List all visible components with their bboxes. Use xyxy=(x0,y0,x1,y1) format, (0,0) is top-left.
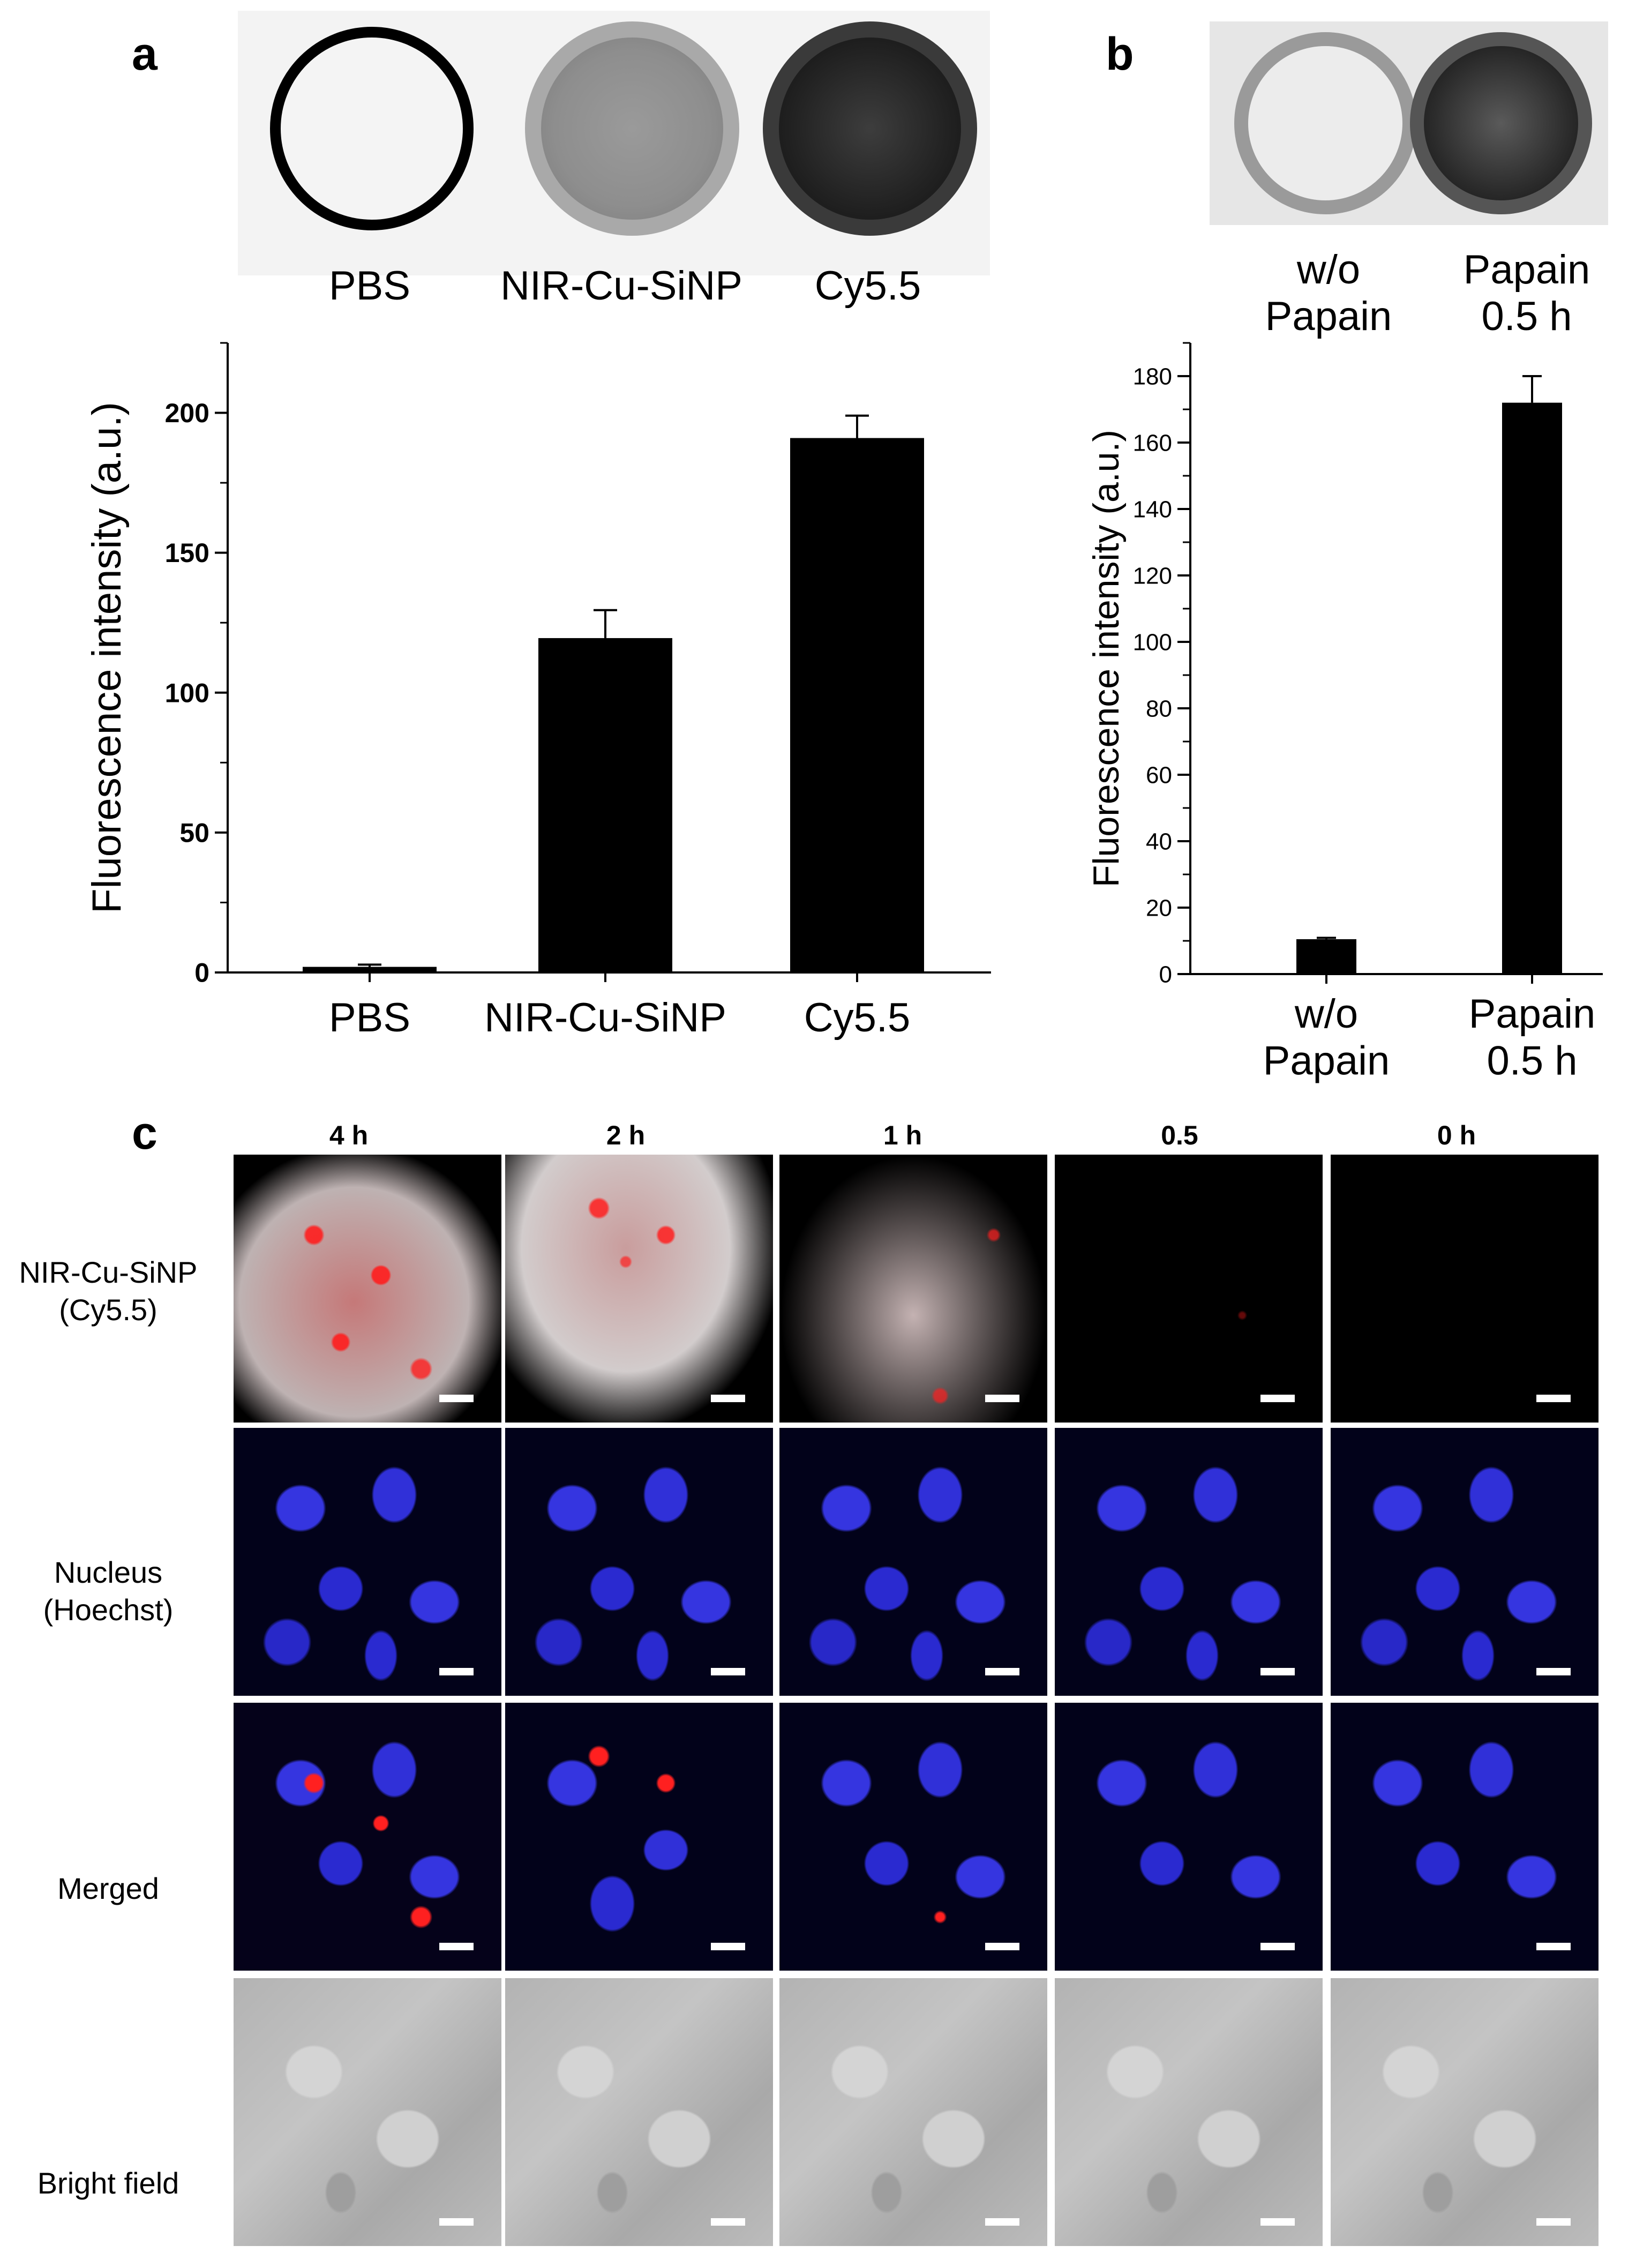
y-tick-label: 180 xyxy=(1133,363,1172,390)
y-tick-label: 160 xyxy=(1133,430,1172,456)
well-cy55 xyxy=(763,21,977,236)
y-tick-label: 100 xyxy=(1133,629,1172,655)
panel-a-photo-label-nir: NIR-Cu-SiNP xyxy=(500,263,742,309)
scale-bar xyxy=(439,1943,474,1950)
y-tick-label: 0 xyxy=(194,958,209,988)
micrograph-brightfield-col1 xyxy=(505,1978,773,2246)
column-header-2h: 2 h xyxy=(606,1120,646,1150)
row-label-hoechst: Nucleus (Hoechst) xyxy=(43,1555,174,1627)
scale-bar xyxy=(1260,1943,1295,1950)
micrograph-hoechst-col0 xyxy=(234,1428,501,1696)
micrograph-hoechst-col1 xyxy=(505,1428,773,1696)
bar-2 xyxy=(790,438,924,972)
scale-bar xyxy=(985,2218,1019,2226)
scale-bar xyxy=(1260,1668,1295,1675)
y-tick-label: 50 xyxy=(179,818,209,848)
y-tick-label: 0 xyxy=(1159,961,1172,987)
scale-bar xyxy=(1260,2218,1295,2226)
panel-a-bar-chart: 0 50 100 150 200 PBS NIR-Cu-SiNP Cy5.5 Fluoresce… xyxy=(84,342,991,1041)
x-tick-label-0: w/o Papain xyxy=(1263,991,1390,1083)
well-pbs xyxy=(270,27,474,230)
micrograph-hoechst-col3 xyxy=(1055,1428,1323,1696)
micrograph-brightfield-col4 xyxy=(1331,1978,1599,2246)
x-tick-label-1: NIR-Cu-SiNP xyxy=(484,995,726,1041)
micrograph-merged-col3 xyxy=(1055,1703,1323,1971)
panel-c-letter: c xyxy=(132,1107,157,1159)
micrograph-merged-col2 xyxy=(779,1703,1047,1971)
micrograph-brightfield-col2 xyxy=(779,1978,1047,2246)
row-label-cy55: NIR-Cu-SiNP (Cy5.5) xyxy=(19,1255,198,1327)
panel-a-well-photo xyxy=(238,11,990,275)
panel-b-photo-label-wo: w/o Papain xyxy=(1265,247,1392,340)
scale-bar xyxy=(1536,1395,1571,1402)
y-axis-label: Fluorescence intensity (a.u.) xyxy=(1086,430,1127,887)
micrograph-merged-col0 xyxy=(234,1703,501,1971)
well-papain xyxy=(1410,32,1592,214)
scale-bar xyxy=(439,2218,474,2226)
column-header-0-5h: 0.5 xyxy=(1161,1120,1198,1150)
micrograph-cy55-col2 xyxy=(779,1155,1047,1423)
bar-1 xyxy=(1502,402,1562,974)
well-nir-cu-sinp xyxy=(525,21,739,236)
bar-1 xyxy=(538,638,672,972)
y-tick-label: 20 xyxy=(1146,895,1172,921)
micrograph-merged-col4 xyxy=(1331,1703,1599,1971)
panel-a-photo-label-cy55: Cy5.5 xyxy=(814,263,921,309)
micrograph-cy55-col3 xyxy=(1055,1155,1323,1423)
y-tick-label: 40 xyxy=(1146,828,1172,855)
scale-bar xyxy=(985,1395,1019,1402)
x-tick-label-1: Papain 0.5 h xyxy=(1469,991,1596,1083)
micrograph-brightfield-col0 xyxy=(234,1978,501,2246)
scale-bar xyxy=(1536,1943,1571,1950)
panel-b-photo-label-papain: Papain 0.5 h xyxy=(1463,247,1590,340)
bar-0 xyxy=(1296,939,1356,974)
scale-bar xyxy=(1536,1668,1571,1675)
panel-b-well-photo xyxy=(1210,21,1608,225)
micrograph-cy55-col4 xyxy=(1331,1155,1599,1423)
micrograph-cy55-col1 xyxy=(505,1155,773,1423)
micrograph-cy55-col0 xyxy=(234,1155,501,1423)
scale-bar xyxy=(439,1395,474,1402)
y-tick-label: 100 xyxy=(165,678,209,708)
y-tick-label: 150 xyxy=(165,538,209,568)
y-tick-label: 120 xyxy=(1133,563,1172,589)
column-header-1h: 1 h xyxy=(883,1120,922,1150)
scale-bar xyxy=(711,2218,745,2226)
y-tick-label: 60 xyxy=(1146,762,1172,788)
scale-bar xyxy=(711,1668,745,1675)
panel-b-bar-chart: 0 20 40 60 80 100 120 140 160 180 w/o Papain Papain 0… xyxy=(1086,342,1603,1083)
x-tick-label-2: Cy5.5 xyxy=(804,995,911,1041)
y-tick-label: 140 xyxy=(1133,496,1172,522)
well-without-papain xyxy=(1234,32,1416,214)
scale-bar xyxy=(1536,2218,1571,2226)
x-tick-label-0: PBS xyxy=(329,995,410,1041)
row-label-bright-field: Bright field xyxy=(37,2166,179,2200)
y-tick-label: 200 xyxy=(165,398,209,428)
micrograph-hoechst-col4 xyxy=(1331,1428,1599,1696)
row-label-merged: Merged xyxy=(57,1872,159,1905)
micrograph-brightfield-col3 xyxy=(1055,1978,1323,2246)
panel-a-letter: a xyxy=(132,28,157,80)
scale-bar xyxy=(711,1395,745,1402)
scale-bar xyxy=(439,1668,474,1675)
y-tick-label: 80 xyxy=(1146,695,1172,722)
micrograph-hoechst-col2 xyxy=(779,1428,1047,1696)
scale-bar xyxy=(985,1668,1019,1675)
micrograph-merged-col1 xyxy=(505,1703,773,1971)
scale-bar xyxy=(985,1943,1019,1950)
y-axis-label: Fluorescence intensity (a.u.) xyxy=(84,402,130,914)
scale-bar xyxy=(1260,1395,1295,1402)
column-header-0h: 0 h xyxy=(1437,1120,1476,1150)
panel-a-photo-label-pbs: PBS xyxy=(328,263,411,309)
scale-bar xyxy=(711,1943,745,1950)
bar-0 xyxy=(303,967,437,972)
column-header-4h: 4 h xyxy=(329,1120,369,1150)
panel-b-letter: b xyxy=(1106,28,1134,80)
